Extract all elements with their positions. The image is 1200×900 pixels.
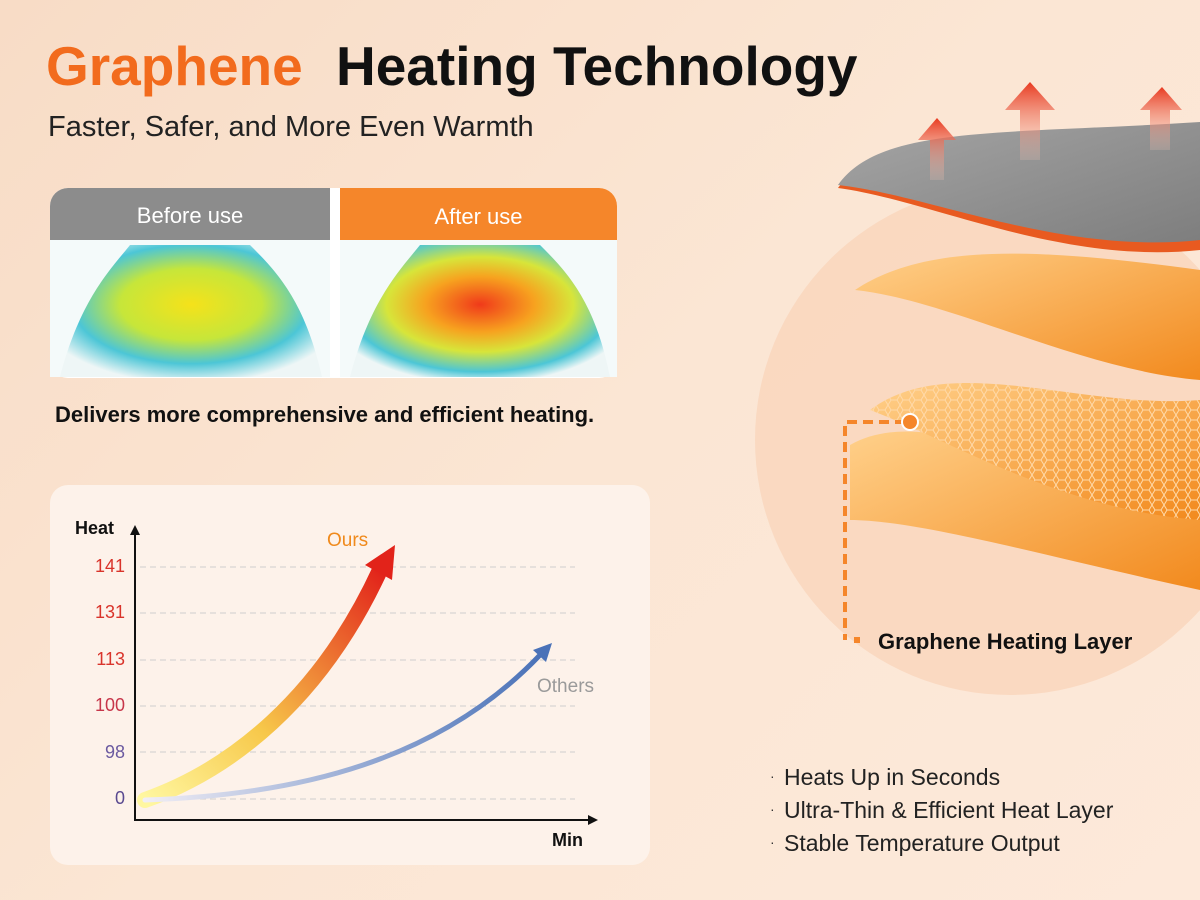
- leader-line: [843, 420, 905, 640]
- y-tick-label: 131: [94, 602, 125, 623]
- feature-item: Ultra-Thin & Efficient Heat Layer: [784, 797, 1114, 823]
- grid: [140, 566, 575, 800]
- series-label: Others: [537, 676, 595, 697]
- heat-arrow: [918, 118, 956, 180]
- axes: [134, 527, 590, 821]
- feature-bullet: ·: [770, 834, 775, 850]
- y-axis-label: Heat: [75, 518, 115, 538]
- before-label: Before use: [136, 203, 244, 228]
- after-label: After use: [434, 204, 523, 229]
- ours-curve: [137, 562, 388, 808]
- layer-label: Graphene Heating Layer: [878, 629, 1133, 654]
- before-thermal: [60, 245, 322, 377]
- layer-bottom: [850, 431, 1200, 590]
- feature-item: Stable Temperature Output: [784, 830, 1060, 856]
- others-arrowhead: [533, 643, 552, 662]
- feature-bullet: ·: [770, 768, 775, 784]
- before-header: [50, 188, 330, 240]
- y-tick-label: 113: [96, 648, 125, 669]
- feature-item: Heats Up in Seconds: [784, 764, 1001, 790]
- y-tick-label: 98: [104, 741, 125, 762]
- subtitle: Faster, Safer, and More Even Warmth: [48, 111, 534, 143]
- x-axis-label: Min: [552, 830, 583, 850]
- y-tick-label: 100: [94, 695, 125, 716]
- title-highlight: Graphene: [46, 35, 303, 97]
- graphene-hex: [870, 382, 1200, 520]
- ours-arrowhead: [365, 545, 395, 580]
- layer-middle: [855, 253, 1200, 380]
- heat-arrow: [1005, 82, 1055, 160]
- heat-arrow: [1140, 87, 1182, 150]
- y-tick-label: 141: [94, 556, 125, 576]
- label-bullet: [854, 637, 860, 643]
- leader-dot: [901, 413, 919, 431]
- y-tick-label: 0: [114, 788, 125, 808]
- series-label: Ours: [327, 530, 369, 551]
- after-header: [340, 188, 617, 240]
- feature-bullet: ·: [770, 801, 775, 817]
- after-thermal: [350, 245, 610, 377]
- caption: Delivers more comprehensive and efficien…: [55, 402, 595, 427]
- pad-top: [838, 122, 1200, 243]
- title: Heating Technology: [336, 35, 858, 97]
- others-curve: [142, 652, 543, 803]
